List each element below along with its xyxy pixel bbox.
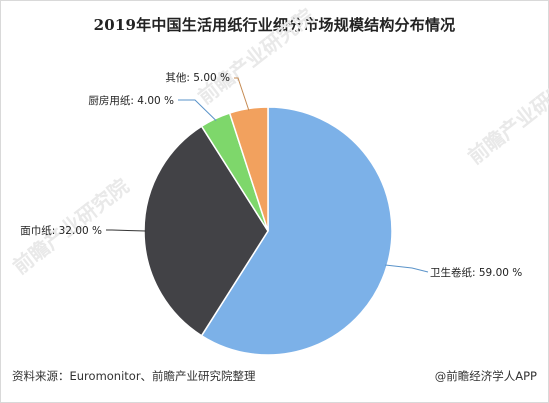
pie-data-labels: 卫生卷纸: 59.00 % 面巾纸: 32.00 % 厨房用纸: 4.00 % 其他:… xyxy=(20,71,522,279)
pie-data-label: 卫生卷纸: 59.00 % xyxy=(430,266,522,279)
pie-leader-line xyxy=(234,77,250,111)
brand-credit: @前瞻经济学人APP xyxy=(434,369,537,383)
pie-leader-line xyxy=(106,229,147,232)
pie-data-label: 面巾纸: 32.00 % xyxy=(20,224,102,237)
pie-leader-lines xyxy=(106,77,429,273)
chart-title: 2019年中国生活用纸行业细分市场规模结构分布情况 xyxy=(93,16,456,34)
pie-data-label: 厨房用纸: 4.00 % xyxy=(88,94,174,107)
source-note: 资料来源：Euromonitor、前瞻产业研究院整理 xyxy=(12,369,256,383)
pie-slices xyxy=(143,106,393,356)
pie-leader-line xyxy=(178,99,217,121)
watermark-text: 前瞻产业研究院 xyxy=(463,64,549,169)
watermark-text: 前瞻产业研究院 xyxy=(193,4,318,109)
pie-data-label: 其他: 5.00 % xyxy=(165,71,230,84)
pie-leader-line xyxy=(385,264,429,273)
